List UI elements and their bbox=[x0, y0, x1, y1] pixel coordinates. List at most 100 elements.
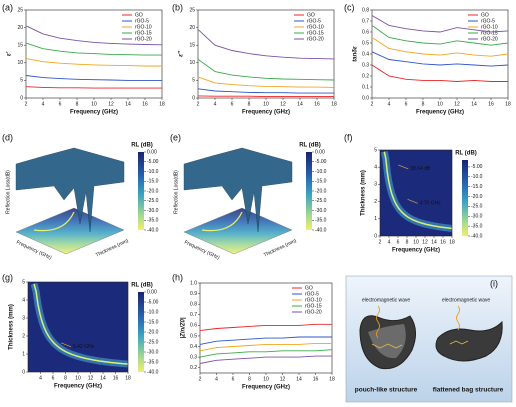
x-tick-label: 16 bbox=[440, 239, 446, 245]
y-axis-label: Reflection Loss(dB) bbox=[173, 170, 179, 214]
colorbar-tick-label: 0.00 bbox=[147, 149, 157, 155]
series-line bbox=[197, 76, 335, 88]
x-tick-label: 4 bbox=[214, 101, 217, 107]
colorbar-tick-label: -35.0 bbox=[147, 359, 159, 365]
colorbar-tick-label: -40.0 bbox=[471, 233, 483, 239]
x-tick-label: 2 bbox=[371, 101, 374, 107]
annotation: 5.42 GHz bbox=[73, 344, 95, 350]
colorbar-tick-label: -35.0 bbox=[471, 223, 483, 229]
bag-shape bbox=[435, 320, 503, 362]
series-line bbox=[25, 25, 163, 46]
legend-label: rGO-15 bbox=[481, 30, 498, 36]
series-line bbox=[25, 75, 162, 81]
annotation-arrow bbox=[60, 342, 72, 348]
y-tick-label: 20 bbox=[17, 25, 23, 31]
x-tick-label: 10 bbox=[263, 376, 269, 382]
x-tick-label: 10 bbox=[75, 375, 81, 381]
x-tick-label: 16 bbox=[142, 101, 148, 107]
x-tick-label: 16 bbox=[313, 376, 319, 382]
x-tick-label: 12 bbox=[422, 239, 428, 245]
series-line bbox=[371, 51, 509, 67]
series-line bbox=[199, 355, 332, 364]
colorbar-tick-label: -30.0 bbox=[147, 349, 159, 355]
x-axis-label: Frequency (GHz) bbox=[70, 110, 118, 116]
legend-label: rGO-10 bbox=[481, 24, 498, 30]
annotation: 38.64 dB bbox=[410, 166, 431, 172]
colorbar-tick-label: -25.0 bbox=[147, 339, 159, 345]
legend-label: rGO-5 bbox=[305, 291, 319, 297]
absorption-band bbox=[383, 151, 453, 230]
legend-label: rGO-15 bbox=[307, 30, 324, 36]
legend-label: GO bbox=[307, 12, 315, 18]
colorbar-tick-label: -30.0 bbox=[147, 208, 159, 214]
reflection-path bbox=[449, 340, 469, 345]
colorbar-tick-label: -15.0 bbox=[147, 319, 159, 325]
panel-label: (f) bbox=[344, 132, 353, 142]
x-tick-label: 8 bbox=[248, 101, 251, 107]
y-axis-label: Thickness (mm) bbox=[361, 170, 367, 216]
colorbar-tick-label: -30.0 bbox=[471, 214, 483, 220]
y-axis-label: Thickness (mm) bbox=[9, 304, 15, 350]
x-tick-label: 6 bbox=[405, 101, 408, 107]
colorbar-tick-label: 0.00 bbox=[147, 289, 157, 295]
x-tick-label: 6 bbox=[232, 376, 235, 382]
colorbar-tick-label: -25.0 bbox=[315, 198, 327, 204]
y-tick-label: 5 bbox=[22, 279, 25, 285]
x-tick-label: 8 bbox=[64, 375, 67, 381]
y-axis-label: ε'' bbox=[179, 51, 185, 57]
y-axis-label: ε' bbox=[7, 51, 13, 56]
colorbar-tick-label: -10.0 bbox=[147, 169, 159, 175]
x-tick-label: 2 bbox=[199, 376, 202, 382]
y-tick-label: 10 bbox=[189, 60, 195, 66]
series-line bbox=[197, 58, 335, 81]
legend-label: rGO-20 bbox=[481, 36, 498, 42]
x-tick-label: 8 bbox=[76, 101, 79, 107]
y-tick-label: 0.2 bbox=[190, 365, 197, 371]
x-tick-label: 14 bbox=[296, 376, 302, 382]
colorbar bbox=[138, 152, 144, 230]
x-tick-label: 4 bbox=[42, 101, 45, 107]
legend-label: rGO-20 bbox=[135, 36, 152, 42]
legend-label: rGO-15 bbox=[135, 30, 152, 36]
colorbar-title: RL (dB) bbox=[131, 143, 153, 149]
colorbar-tick-label: -35.0 bbox=[147, 218, 159, 224]
x-tick-label: 8 bbox=[406, 239, 409, 245]
colorbar-title: RL (dB) bbox=[131, 283, 153, 289]
legend-label: rGO-5 bbox=[135, 18, 149, 24]
x-tick-label: 2 bbox=[25, 101, 28, 107]
surface-ridge bbox=[33, 211, 75, 232]
surface-ridge bbox=[201, 211, 243, 232]
colorbar-tick-label: -40.0 bbox=[147, 369, 159, 375]
x-tick-label: 8 bbox=[248, 376, 251, 382]
colorbar-tick-label: -15.0 bbox=[315, 179, 327, 185]
surface-floor bbox=[15, 207, 125, 255]
y-tick-label: 0.4 bbox=[190, 344, 197, 350]
series-line bbox=[199, 323, 332, 332]
x-tick-label: 4 bbox=[39, 375, 42, 381]
annotation-arrow bbox=[407, 199, 418, 204]
series-line bbox=[197, 88, 334, 94]
series-line bbox=[199, 342, 332, 352]
colorbar-tick-label: -5.00 bbox=[471, 164, 483, 170]
y-tick-label: 0 bbox=[22, 369, 25, 375]
wave-path bbox=[456, 305, 460, 331]
colorbar-tick-label: -10.0 bbox=[315, 169, 327, 175]
y-tick-label: 25 bbox=[17, 7, 23, 13]
panel-label: (d) bbox=[2, 132, 13, 142]
x-tick-label: 18 bbox=[159, 101, 165, 107]
colorbar-tick-label: -10.0 bbox=[147, 309, 159, 315]
x-tick-label: 6 bbox=[397, 239, 400, 245]
series-line bbox=[199, 336, 332, 345]
y-tick-label: 4 bbox=[22, 297, 25, 303]
panel-label: (g) bbox=[2, 272, 13, 282]
legend-label: rGO-15 bbox=[305, 303, 322, 309]
y-tick-label: 0.5 bbox=[190, 333, 197, 339]
y-tick-label: 0.2 bbox=[362, 73, 369, 79]
y-tick-label: 5 bbox=[374, 147, 377, 153]
y-tick-label: 0.8 bbox=[362, 7, 369, 13]
colorbar-tick-label: -25.0 bbox=[471, 204, 483, 210]
x-tick-label: 14 bbox=[297, 101, 303, 107]
series-line bbox=[371, 25, 509, 46]
reflection-path bbox=[371, 343, 403, 349]
colorbar-tick-label: -35.0 bbox=[315, 218, 327, 224]
